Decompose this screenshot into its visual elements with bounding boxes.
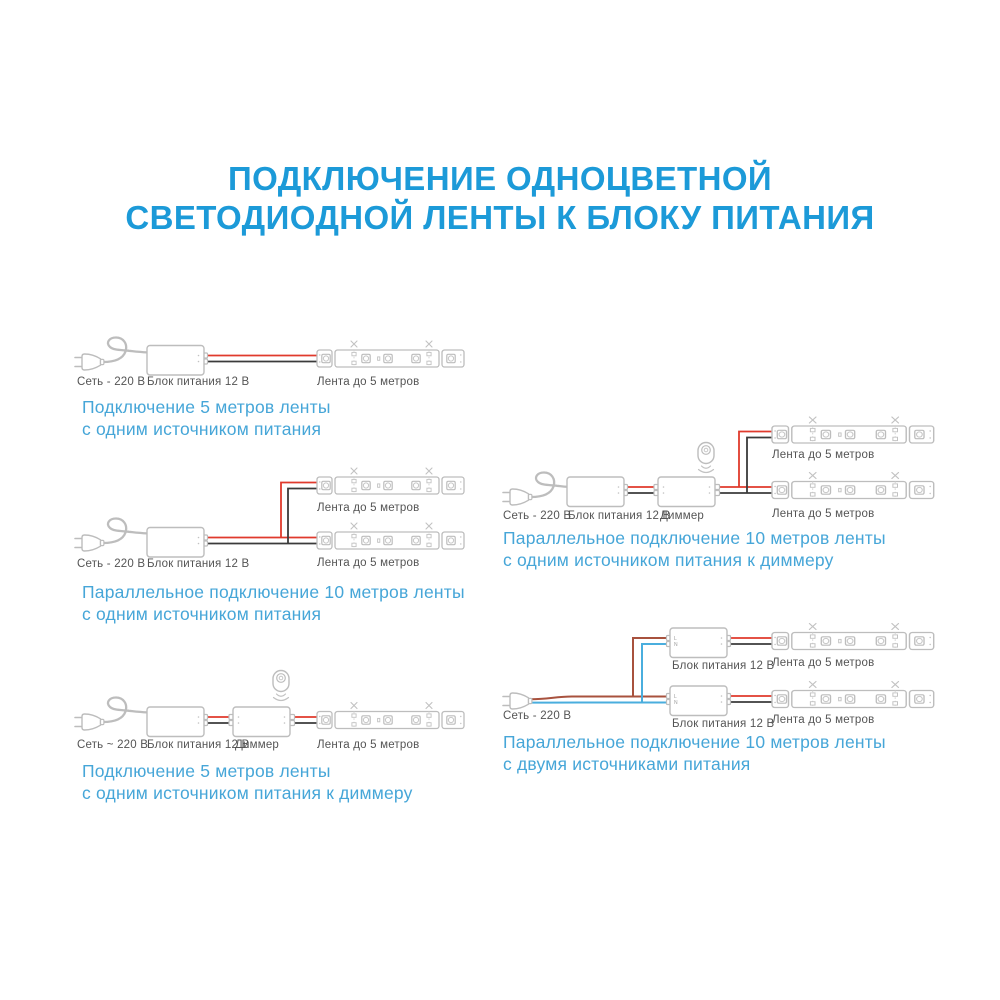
terminal-label-live: L	[674, 636, 677, 642]
wire-live	[530, 637, 674, 701]
strip-label: Лента до 5 метров	[772, 508, 875, 520]
diagram-2-graphic	[74, 468, 464, 558]
psu-label: Блок питания 12 В	[672, 660, 775, 672]
mains-label: Сеть - 220 В	[503, 710, 572, 722]
strip-label: Лента до 5 метров	[772, 714, 875, 726]
diagram-3-caption-line-1: Подключение 5 метров ленты	[82, 761, 331, 781]
power-cable	[101, 517, 149, 545]
terminal-label-neutral: N	[674, 642, 678, 648]
diagram-5-caption-line-2: с двумя источниками питания	[503, 754, 751, 774]
mains-label: Сеть - 220 В	[77, 376, 146, 388]
diagram-4-graphic	[502, 417, 934, 508]
led-strip	[772, 417, 934, 443]
dimmer-label: Диммер	[235, 739, 280, 751]
remote-control-icon	[697, 441, 715, 474]
diagram-1-caption-line-2: с одним источником питания	[82, 419, 322, 439]
wire-red	[204, 481, 320, 539]
power-supply-unit	[146, 344, 209, 376]
diagram-3-graphic	[74, 669, 464, 738]
diagram-1-caption-line-1: Подключение 5 метров ленты	[82, 397, 331, 417]
power-cable	[101, 336, 149, 364]
plug-icon	[74, 713, 105, 731]
led-strip	[772, 682, 934, 708]
terminal-label-live: L	[674, 694, 677, 700]
led-strip	[317, 341, 464, 367]
psu-label: Блок питания 12 В	[672, 718, 775, 730]
plug-icon	[502, 692, 533, 710]
led-strip	[772, 473, 934, 499]
psu-label: Блок питания 12 В	[147, 558, 250, 570]
psu-label: Блок питания 12 В	[568, 510, 671, 522]
dimmer-label: Диммер	[660, 510, 705, 522]
diagram-3-caption-line-2: с одним источником питания к диммеру	[82, 783, 413, 803]
mains-label: Сеть - 220 В	[503, 510, 572, 522]
led-strip	[317, 523, 464, 549]
power-supply-unit	[146, 526, 209, 558]
strip-label: Лента до 5 метров	[317, 739, 420, 751]
strip-label: Лента до 5 метров	[772, 449, 875, 461]
remote-control-icon	[272, 669, 290, 702]
psu-label: Блок питания 12 В	[147, 376, 250, 388]
wire-black	[727, 643, 775, 703]
diagram-5-caption-line-1: Параллельное подключение 10 метров ленты	[503, 732, 886, 752]
led-strip	[317, 468, 464, 494]
strip-label: Лента до 5 метров	[317, 502, 420, 514]
strip-label: Лента до 5 метров	[317, 557, 420, 569]
dimmer-box	[653, 476, 721, 508]
psu-label: Блок питания 12 В	[147, 739, 250, 751]
plug-icon	[502, 488, 533, 506]
mains-label: Сеть - 220 В	[77, 558, 146, 570]
led-strip	[317, 703, 464, 729]
page-title-line-1: ПОДКЛЮЧЕНИЕ ОДНОЦВЕТНОЙ	[227, 160, 773, 197]
plug-icon	[74, 534, 105, 552]
led-strip	[772, 624, 934, 650]
strip-label: Лента до 5 метров	[772, 657, 875, 669]
wire-black	[204, 487, 320, 545]
power-cable	[101, 696, 149, 724]
diagram-1-graphic	[74, 336, 464, 376]
diagram-2-caption-line-1: Параллельное подключение 10 метров ленты	[82, 582, 465, 602]
plug-icon	[74, 353, 105, 371]
dimmer-box	[228, 706, 296, 738]
diagram-4-caption-line-2: с одним источником питания к диммеру	[503, 550, 834, 570]
strip-label: Лента до 5 метров	[317, 376, 420, 388]
wire-red	[727, 637, 775, 697]
terminal-label-neutral: N	[674, 700, 678, 706]
mains-label: Сеть ~ 220 В	[77, 739, 149, 751]
power-supply-unit	[566, 476, 629, 508]
wire-neutral	[530, 643, 674, 704]
diagram-2-caption-line-2: с одним источником питания	[82, 604, 322, 624]
page-title-line-2: СВЕТОДИОДНОЙ ЛЕНТЫ К БЛОКУ ПИТАНИЯ	[125, 199, 875, 236]
power-supply-unit	[146, 706, 209, 738]
diagram-5-graphic: L N L N	[502, 624, 934, 716]
diagram-4-caption-line-1: Параллельное подключение 10 метров ленты	[503, 528, 886, 548]
